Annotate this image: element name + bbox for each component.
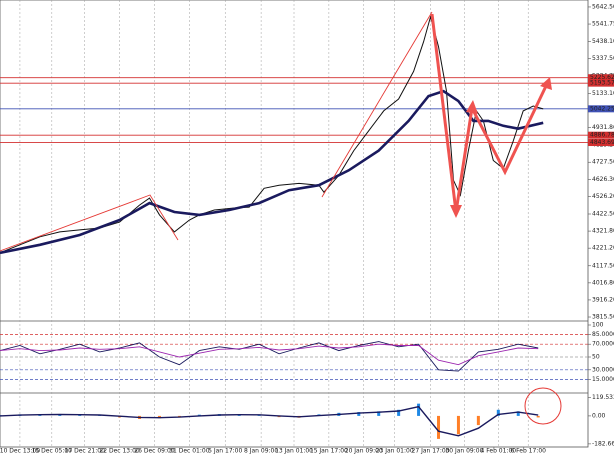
plot-frame — [0, 0, 589, 448]
x-tick-label: 20 Jan 09:00 — [345, 448, 383, 455]
annotations — [0, 11, 562, 425]
y-tick-label: 4422.50 — [592, 211, 614, 218]
level-label-box — [588, 74, 614, 82]
x-tick-label: 30 Jan 09:00 — [445, 448, 483, 455]
y-tick-label: 70.0000 — [592, 341, 614, 348]
x-tick-label: 23 Jan 01:00 — [376, 448, 414, 455]
y-tick-label: 15.0000 — [592, 376, 614, 383]
x-tick-label: 4 Feb 01:00 — [481, 448, 517, 455]
x-tick-label: 26 Dec 09:00 — [134, 448, 175, 455]
x-tick-label: 31 Dec 01:00 — [169, 448, 210, 455]
level-label-box — [588, 139, 614, 147]
y-tick-label: 3815.50 — [592, 314, 614, 321]
x-tick-label: 6 Feb 17:00 — [510, 448, 546, 455]
y-tick-label: 5438.10 — [592, 38, 614, 45]
y-tick-label: 3916.20 — [592, 296, 614, 303]
y-tick-label: 5337.50 — [592, 55, 614, 62]
series-line — [0, 343, 539, 366]
y-tick-label: 5642.50 — [592, 3, 614, 10]
x-tick-label: 13 Jan 01:00 — [275, 448, 313, 455]
level-label-box — [588, 105, 614, 113]
level-label: 4843.69 — [590, 139, 614, 146]
y-tick-label: 5541.75 — [592, 21, 614, 28]
y-tick-label: 85.0000 — [592, 331, 614, 338]
histogram-bar — [177, 415, 181, 417]
x-tick-label: 27 Jan 17:00 — [412, 448, 450, 455]
y-tick-label: 4321.80 — [592, 228, 614, 235]
x-tick-label: 8 Jan 09:00 — [244, 448, 278, 455]
y-tick-label: 119.5334 — [592, 394, 614, 401]
level-label: 5225.62 — [590, 74, 614, 81]
y-tick-label: 5133.10 — [592, 90, 614, 97]
histogram-bar — [58, 414, 62, 416]
y-tick-label: 4727.50 — [592, 159, 614, 166]
y-tick-label: 100 — [592, 322, 604, 329]
histogram-bar — [496, 409, 500, 416]
axis: 5642.505541.755438.105337.505234.755133.… — [0, 3, 614, 455]
y-tick-label: 4117.50 — [592, 262, 614, 269]
histogram-bar — [456, 415, 460, 435]
y-tick-label: 50 — [592, 354, 600, 361]
level-label: 5042.25 — [590, 105, 614, 112]
data — [0, 15, 544, 439]
x-tick-label: 5 Jan 17:00 — [208, 448, 242, 455]
level-label: 4886.78 — [590, 132, 614, 139]
histogram-bar — [377, 411, 381, 416]
y-tick-label: 4526.20 — [592, 193, 614, 200]
histogram-bar — [516, 411, 520, 416]
histogram-bar — [357, 412, 361, 416]
x-tick-label: 10 Dec 13:00 — [0, 448, 40, 455]
x-tick-label: 22 Dec 13:00 — [99, 448, 140, 455]
y-tick-label: 0.00 — [592, 412, 606, 419]
y-tick-label: 4626.30 — [592, 176, 614, 183]
y-tick-label: 30.0000 — [592, 366, 614, 373]
histogram-bar — [417, 403, 421, 416]
series-line — [0, 15, 544, 254]
series-line — [0, 405, 539, 437]
level-label: 5193.57 — [590, 80, 614, 87]
histogram-bar — [476, 415, 480, 426]
x-tick-label: 17 Dec 21:00 — [65, 448, 106, 455]
histogram-bar — [437, 415, 441, 439]
histogram-bar — [536, 415, 540, 418]
histogram-bar — [397, 409, 401, 416]
y-tick-label: 4221.20 — [592, 245, 614, 252]
x-tick-label: 15 Jan 17:00 — [310, 448, 348, 455]
level-label-box — [588, 131, 614, 139]
x-tick-label: 15 Dec 05:00 — [32, 448, 73, 455]
grid — [0, 0, 588, 447]
y-tick-label: -182.6615 — [592, 440, 614, 447]
y-tick-label: 4016.80 — [592, 279, 614, 286]
level-label-box — [588, 79, 614, 87]
y-tick-label: 4931.86 — [592, 124, 614, 131]
histogram-bar — [78, 414, 82, 416]
